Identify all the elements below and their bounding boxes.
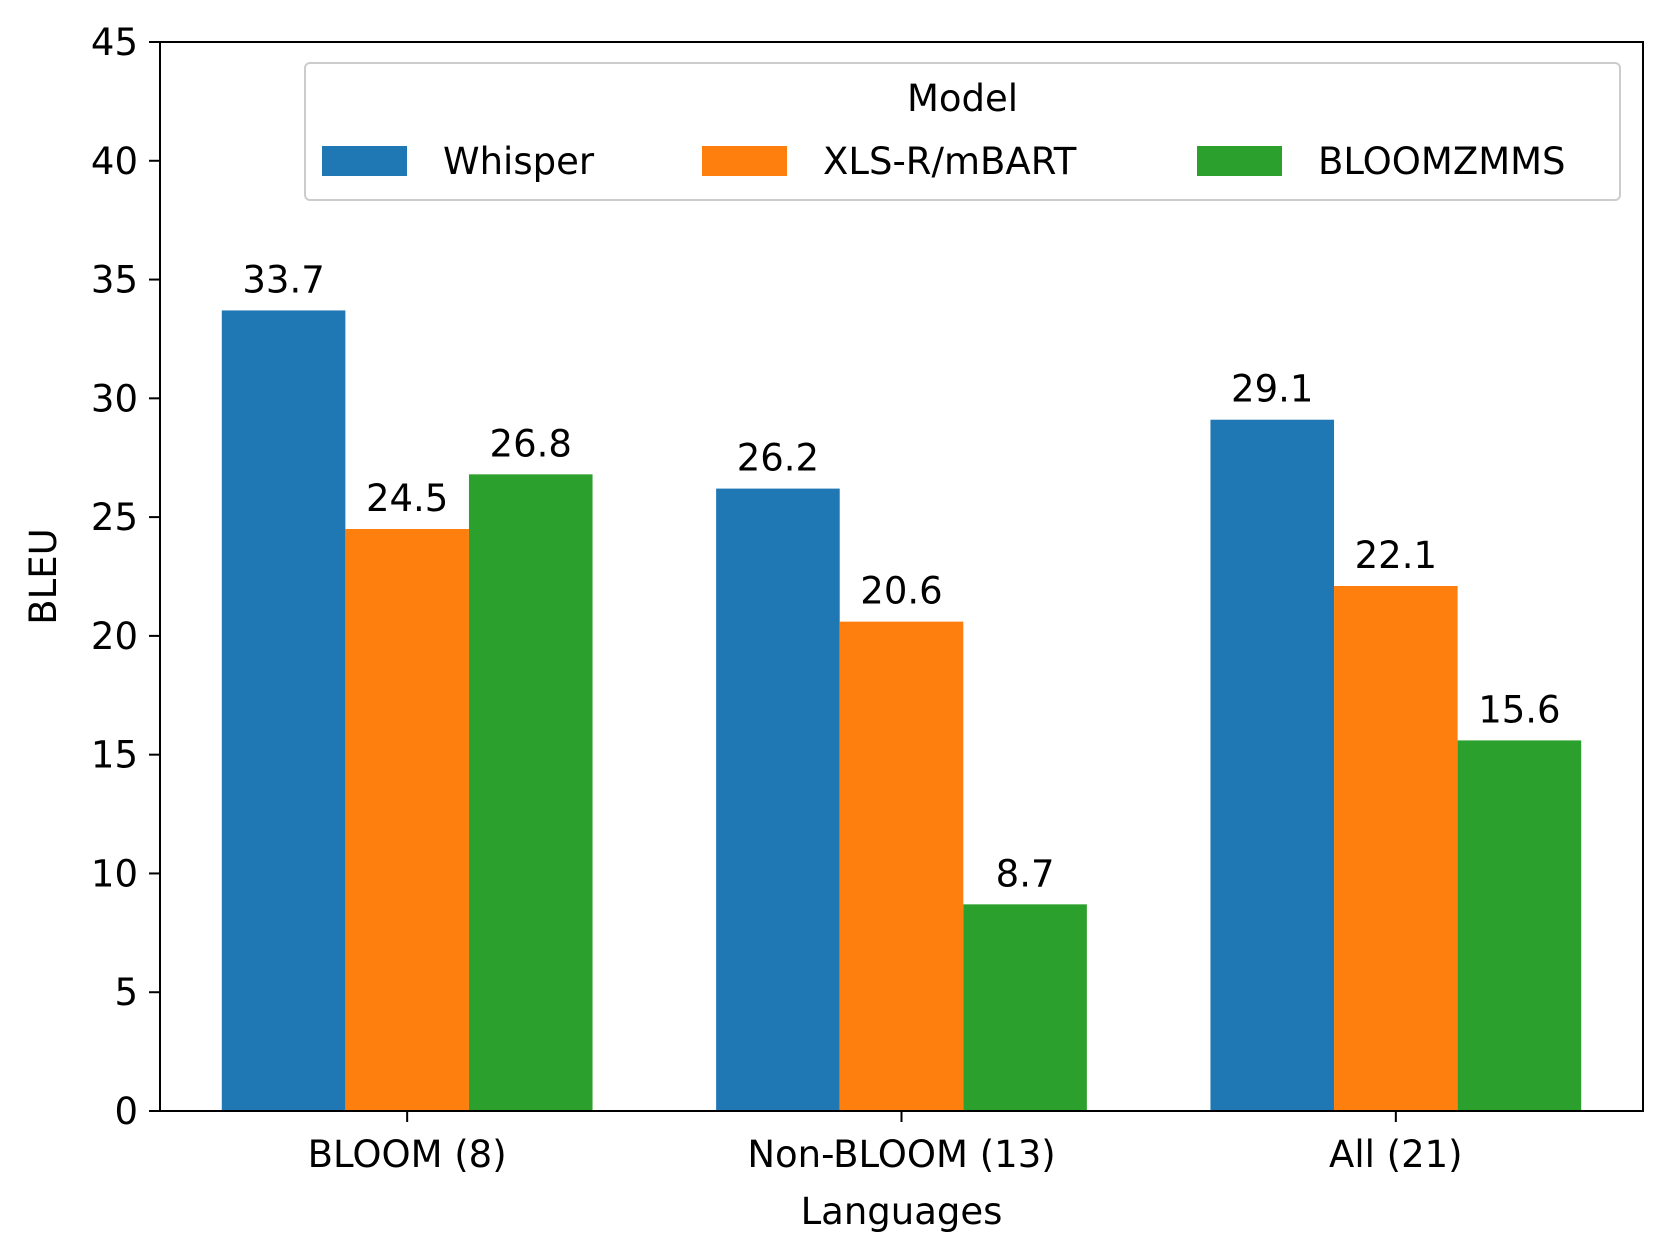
data-label: 8.7 — [996, 852, 1055, 895]
legend-box — [304, 62, 1621, 201]
y-tick-label: 5 — [114, 971, 138, 1014]
bar — [468, 474, 593, 1112]
x-tick-label: BLOOM (8) — [308, 1133, 507, 1176]
bar — [716, 488, 840, 1112]
bars-layer — [221, 310, 1582, 1112]
data-label: 22.1 — [1355, 534, 1437, 577]
y-axis-title: BLEU — [22, 528, 65, 624]
legend-label: XLS-R/mBART — [823, 140, 1077, 183]
x-tick-label: Non-BLOOM (13) — [747, 1133, 1055, 1176]
data-labels-layer: 33.7 26.2 29.1 24.5 20.6 22.1 26.8 8.7 15.6 — [242, 258, 1560, 895]
y-tick-label: 45 — [91, 21, 138, 64]
legend-swatch — [702, 146, 787, 176]
x-axis-title: Languages — [801, 1190, 1003, 1233]
bar — [839, 621, 964, 1111]
x-tick-label: All (21) — [1329, 1133, 1463, 1176]
legend-swatch — [1197, 146, 1282, 176]
data-label: 29.1 — [1231, 368, 1313, 411]
y-tick-label: 25 — [91, 496, 138, 539]
y-tick-label: 35 — [91, 259, 138, 302]
data-label: 24.5 — [366, 477, 448, 520]
y-tick-label: 30 — [91, 377, 138, 420]
legend-label: BLOOMZMMS — [1318, 140, 1566, 183]
bar — [1334, 586, 1458, 1111]
bar — [221, 310, 346, 1111]
y-tick-label: 40 — [91, 140, 138, 183]
y-tick-label: 20 — [91, 615, 138, 658]
legend-swatch — [322, 146, 407, 176]
data-label: 20.6 — [860, 570, 942, 613]
bar — [1457, 740, 1582, 1111]
bar — [345, 528, 469, 1111]
bar — [963, 904, 1087, 1111]
legend: Model Whisper XLS-R/mBART BLOOMZMMS — [304, 62, 1621, 201]
data-label: 33.7 — [242, 258, 324, 301]
bar — [1210, 419, 1335, 1112]
data-label: 26.8 — [490, 422, 572, 465]
y-tick-label: 0 — [114, 1090, 138, 1133]
data-label: 26.2 — [737, 437, 819, 480]
legend-label: Whisper — [443, 140, 595, 183]
axes-layer: 0 5 10 15 20 25 30 35 40 45 BLOOM (8) Non-BLOOM (13… — [22, 21, 1644, 1233]
y-tick-label: 10 — [91, 852, 138, 895]
data-label: 15.6 — [1478, 688, 1560, 731]
y-tick-label: 15 — [91, 734, 138, 777]
legend-title: Model — [907, 77, 1018, 120]
